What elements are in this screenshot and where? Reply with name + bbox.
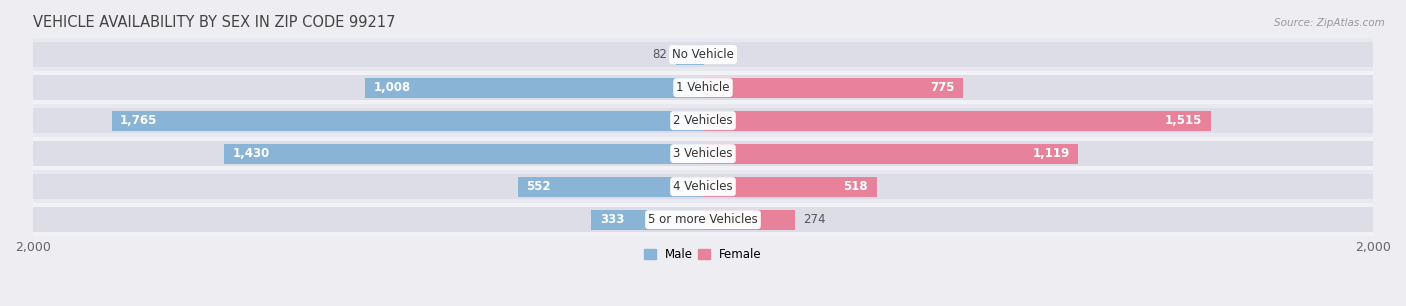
Bar: [32, 42, 703, 67]
Bar: [32, 137, 1374, 170]
Bar: [32, 108, 703, 133]
Text: 1,765: 1,765: [120, 114, 157, 127]
Text: 1,119: 1,119: [1032, 147, 1070, 160]
Text: 274: 274: [803, 213, 825, 226]
Bar: [366, 78, 703, 98]
Bar: [703, 111, 1211, 131]
Text: 1,515: 1,515: [1164, 114, 1202, 127]
Text: 3 Vehicles: 3 Vehicles: [673, 147, 733, 160]
Bar: [703, 210, 794, 230]
Bar: [32, 75, 703, 100]
Bar: [32, 38, 1374, 71]
Bar: [675, 45, 703, 65]
Text: VEHICLE AVAILABILITY BY SEX IN ZIP CODE 99217: VEHICLE AVAILABILITY BY SEX IN ZIP CODE …: [32, 15, 395, 30]
Bar: [703, 75, 1374, 100]
Text: 1,430: 1,430: [232, 147, 270, 160]
Bar: [32, 104, 1374, 137]
Text: 5 or more Vehicles: 5 or more Vehicles: [648, 213, 758, 226]
Bar: [703, 177, 876, 196]
Text: Source: ZipAtlas.com: Source: ZipAtlas.com: [1274, 18, 1385, 28]
Bar: [703, 108, 1374, 133]
Text: 552: 552: [526, 180, 551, 193]
Bar: [32, 207, 703, 232]
Text: 333: 333: [600, 213, 624, 226]
Bar: [592, 210, 703, 230]
Bar: [32, 203, 1374, 236]
Bar: [32, 170, 1374, 203]
Bar: [111, 111, 703, 131]
Bar: [703, 174, 1374, 199]
Text: 1 Vehicle: 1 Vehicle: [676, 81, 730, 94]
Text: No Vehicle: No Vehicle: [672, 48, 734, 61]
Bar: [517, 177, 703, 196]
Legend: Male, Female: Male, Female: [640, 244, 766, 266]
Text: 4 Vehicles: 4 Vehicles: [673, 180, 733, 193]
Bar: [703, 144, 1078, 163]
Bar: [224, 144, 703, 163]
Bar: [703, 141, 1374, 166]
Text: 82: 82: [652, 48, 668, 61]
Bar: [703, 207, 1374, 232]
Text: 775: 775: [929, 81, 955, 94]
Text: 1,008: 1,008: [374, 81, 411, 94]
Text: 2 Vehicles: 2 Vehicles: [673, 114, 733, 127]
Bar: [32, 71, 1374, 104]
Bar: [32, 141, 703, 166]
Bar: [703, 78, 963, 98]
Bar: [32, 174, 703, 199]
Bar: [703, 42, 1374, 67]
Text: 518: 518: [844, 180, 868, 193]
Text: 4: 4: [713, 48, 720, 61]
